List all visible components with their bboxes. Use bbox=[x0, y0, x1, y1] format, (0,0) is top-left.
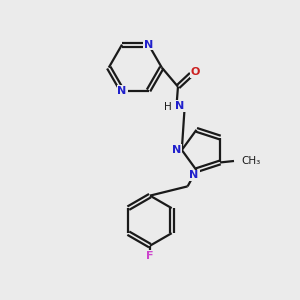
Text: CH₃: CH₃ bbox=[242, 156, 261, 166]
Text: N: N bbox=[176, 101, 185, 111]
Text: O: O bbox=[191, 67, 200, 77]
Text: H: H bbox=[164, 102, 172, 112]
Text: N: N bbox=[190, 170, 199, 181]
Text: N: N bbox=[117, 85, 127, 95]
Text: N: N bbox=[144, 40, 153, 50]
Text: F: F bbox=[146, 251, 154, 261]
Text: N: N bbox=[172, 145, 181, 155]
